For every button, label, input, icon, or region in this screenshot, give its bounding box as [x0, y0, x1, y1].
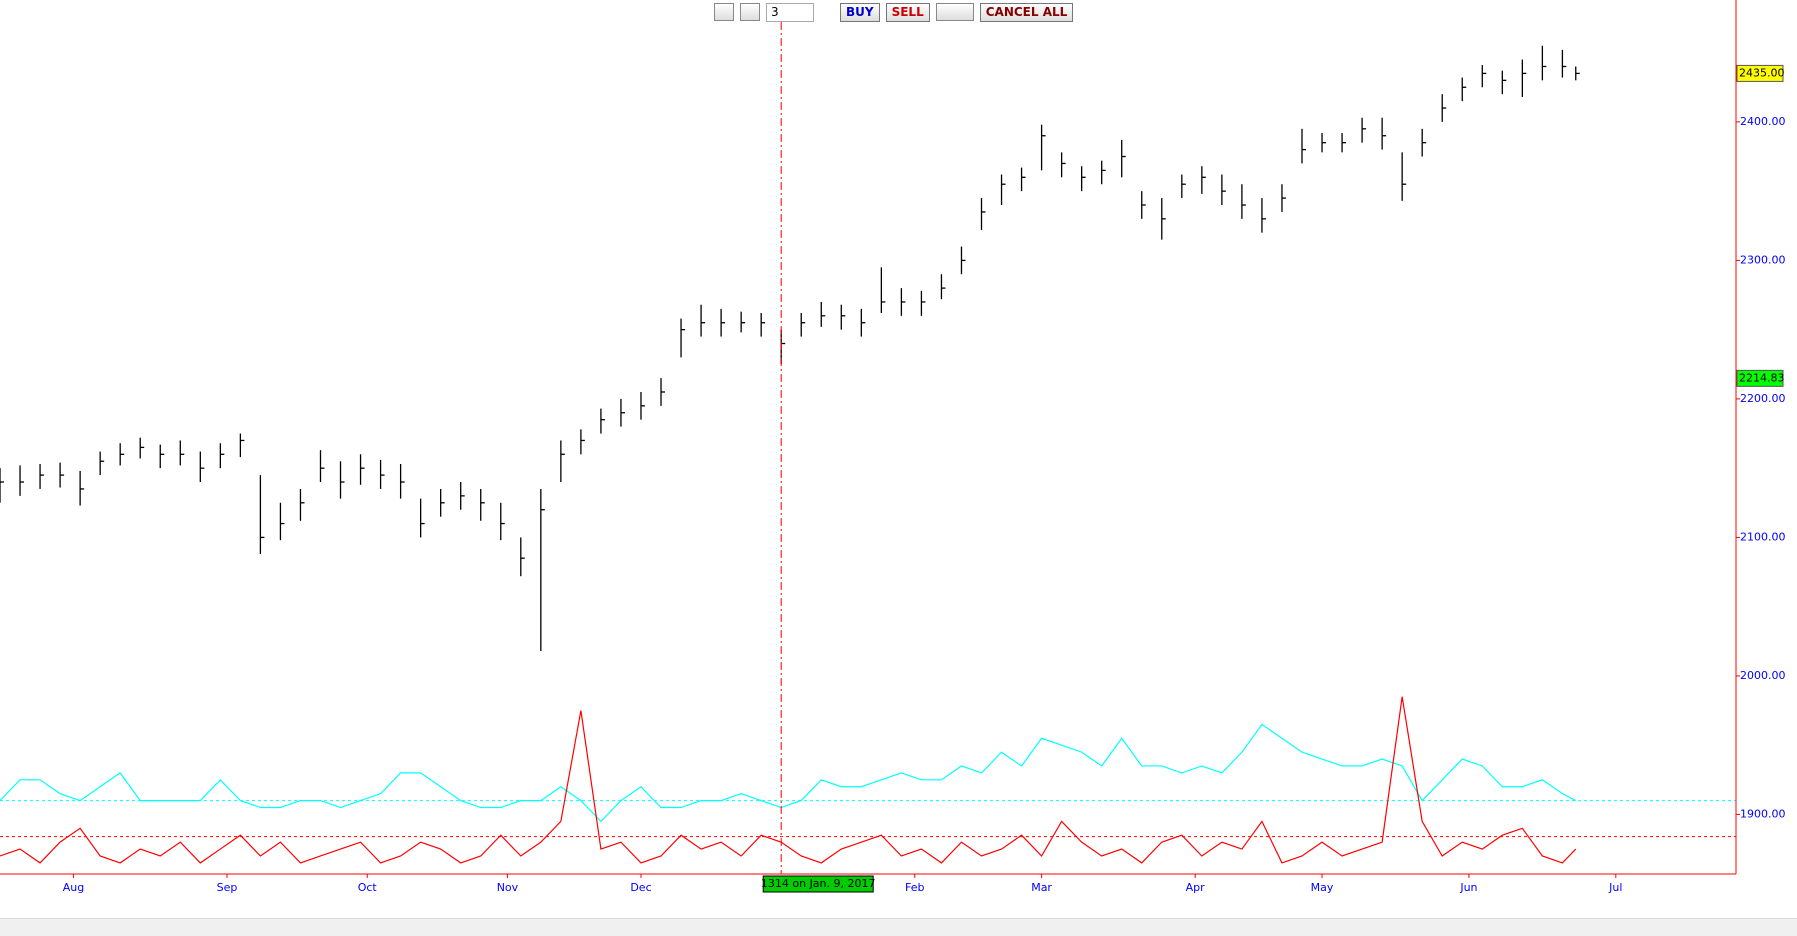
x-tick-label: Nov — [497, 881, 519, 894]
x-tick-label: May — [1311, 881, 1334, 894]
sell-button[interactable]: SELL — [885, 2, 930, 22]
indicator-line — [0, 723, 1577, 823]
x-tick-label: Mar — [1031, 881, 1052, 894]
y-tick-label: 2100.00 — [1740, 530, 1786, 543]
y-tick-label: 2300.00 — [1740, 253, 1786, 266]
y-tick-label: 2000.00 — [1740, 669, 1786, 682]
x-tick-label: Jul — [1608, 881, 1622, 894]
y-tick-label: 2400.00 — [1740, 115, 1786, 128]
x-tick-label: Sep — [217, 881, 238, 894]
toolbar: 3 BUY SELL CANCEL ALL — [714, 2, 1074, 22]
price-marker-label: 2214.83 — [1739, 371, 1785, 384]
price-marker — [1736, 369, 1784, 387]
quantity-input[interactable]: 3 — [766, 2, 814, 22]
cancel-all-button[interactable]: CANCEL ALL — [979, 2, 1074, 22]
cursor-label-box — [762, 875, 874, 893]
y-tick-label: 1900.00 — [1740, 807, 1786, 820]
x-tick-label: Apr — [1186, 881, 1206, 894]
x-tick-label: Oct — [358, 881, 378, 894]
y-tick-label: 2200.00 — [1740, 392, 1786, 405]
icon-button[interactable] — [935, 3, 974, 21]
cursor-label: 1314 on Jan. 9, 2017 — [761, 877, 876, 890]
price-marker-label: 2435.00 — [1739, 66, 1785, 79]
x-tick-label: Aug — [63, 881, 84, 894]
scrollbar[interactable] — [0, 918, 1797, 936]
price-marker — [1736, 64, 1784, 82]
icon-button[interactable] — [714, 3, 734, 21]
indicator-line — [0, 696, 1577, 864]
x-tick-label: Dec — [630, 881, 651, 894]
x-tick-label: Feb — [905, 881, 924, 894]
icon-button[interactable] — [740, 3, 760, 21]
buy-button[interactable]: BUY — [840, 2, 880, 22]
x-tick-label: Jun — [1459, 881, 1477, 894]
